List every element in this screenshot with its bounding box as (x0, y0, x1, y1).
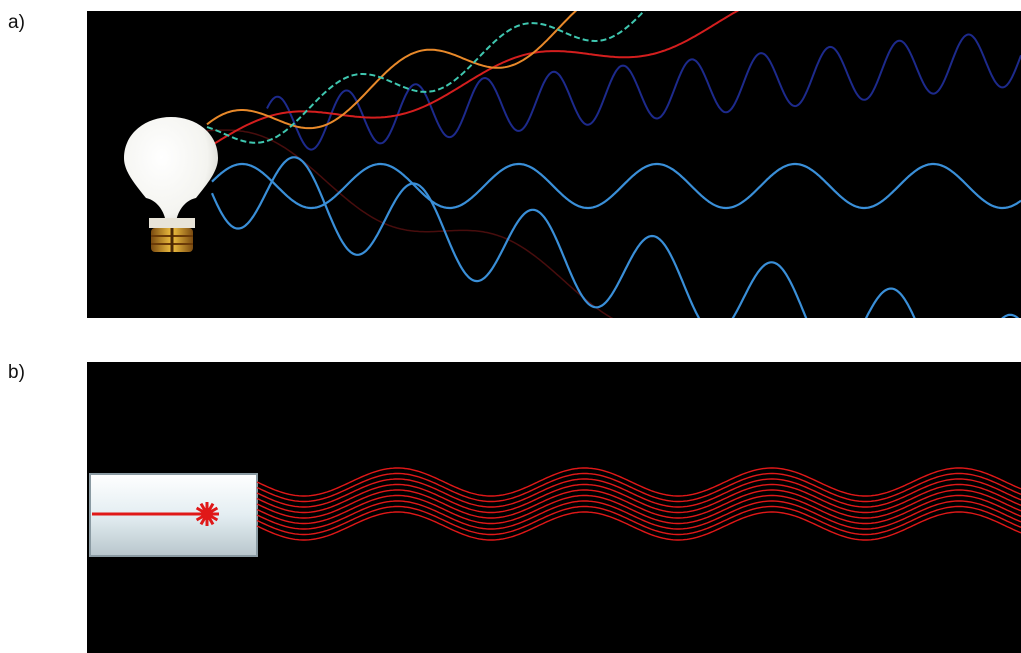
incoherent-light-panel (87, 11, 1021, 318)
red-wave (206, 11, 740, 149)
coherent-light-panel (87, 362, 1021, 653)
laser-wave-line (256, 500, 1021, 530)
coherent-wave-group (256, 467, 1021, 541)
laser-wave-line (256, 511, 1021, 541)
teal-wave (206, 11, 646, 144)
laser-star-core (201, 508, 213, 520)
light-bulb-icon (124, 117, 218, 252)
laser-wave-line (256, 483, 1021, 514)
panel-a-label: a) (8, 12, 25, 33)
blue-wave-upper (211, 162, 1021, 210)
blue-wave-lower (210, 156, 1020, 318)
incoherent-light-diagram (124, 11, 1021, 318)
laser-wave-line (256, 472, 1021, 503)
laser-wave-line (256, 478, 1021, 508)
panel-b-label: b) (8, 362, 25, 383)
dark-blue-wave (266, 33, 1021, 151)
orange-wave (206, 11, 578, 130)
laser-wave-line (256, 489, 1021, 519)
incoherent-wave-group (206, 11, 1021, 318)
laser-wave-line (256, 505, 1021, 536)
laser-emission-star (195, 502, 219, 526)
dark-red-wave (206, 129, 614, 318)
laser-wave-line (256, 494, 1021, 525)
laser-device-icon (89, 473, 258, 557)
laser-wave-line (256, 467, 1021, 497)
coherent-light-diagram (89, 467, 1021, 557)
